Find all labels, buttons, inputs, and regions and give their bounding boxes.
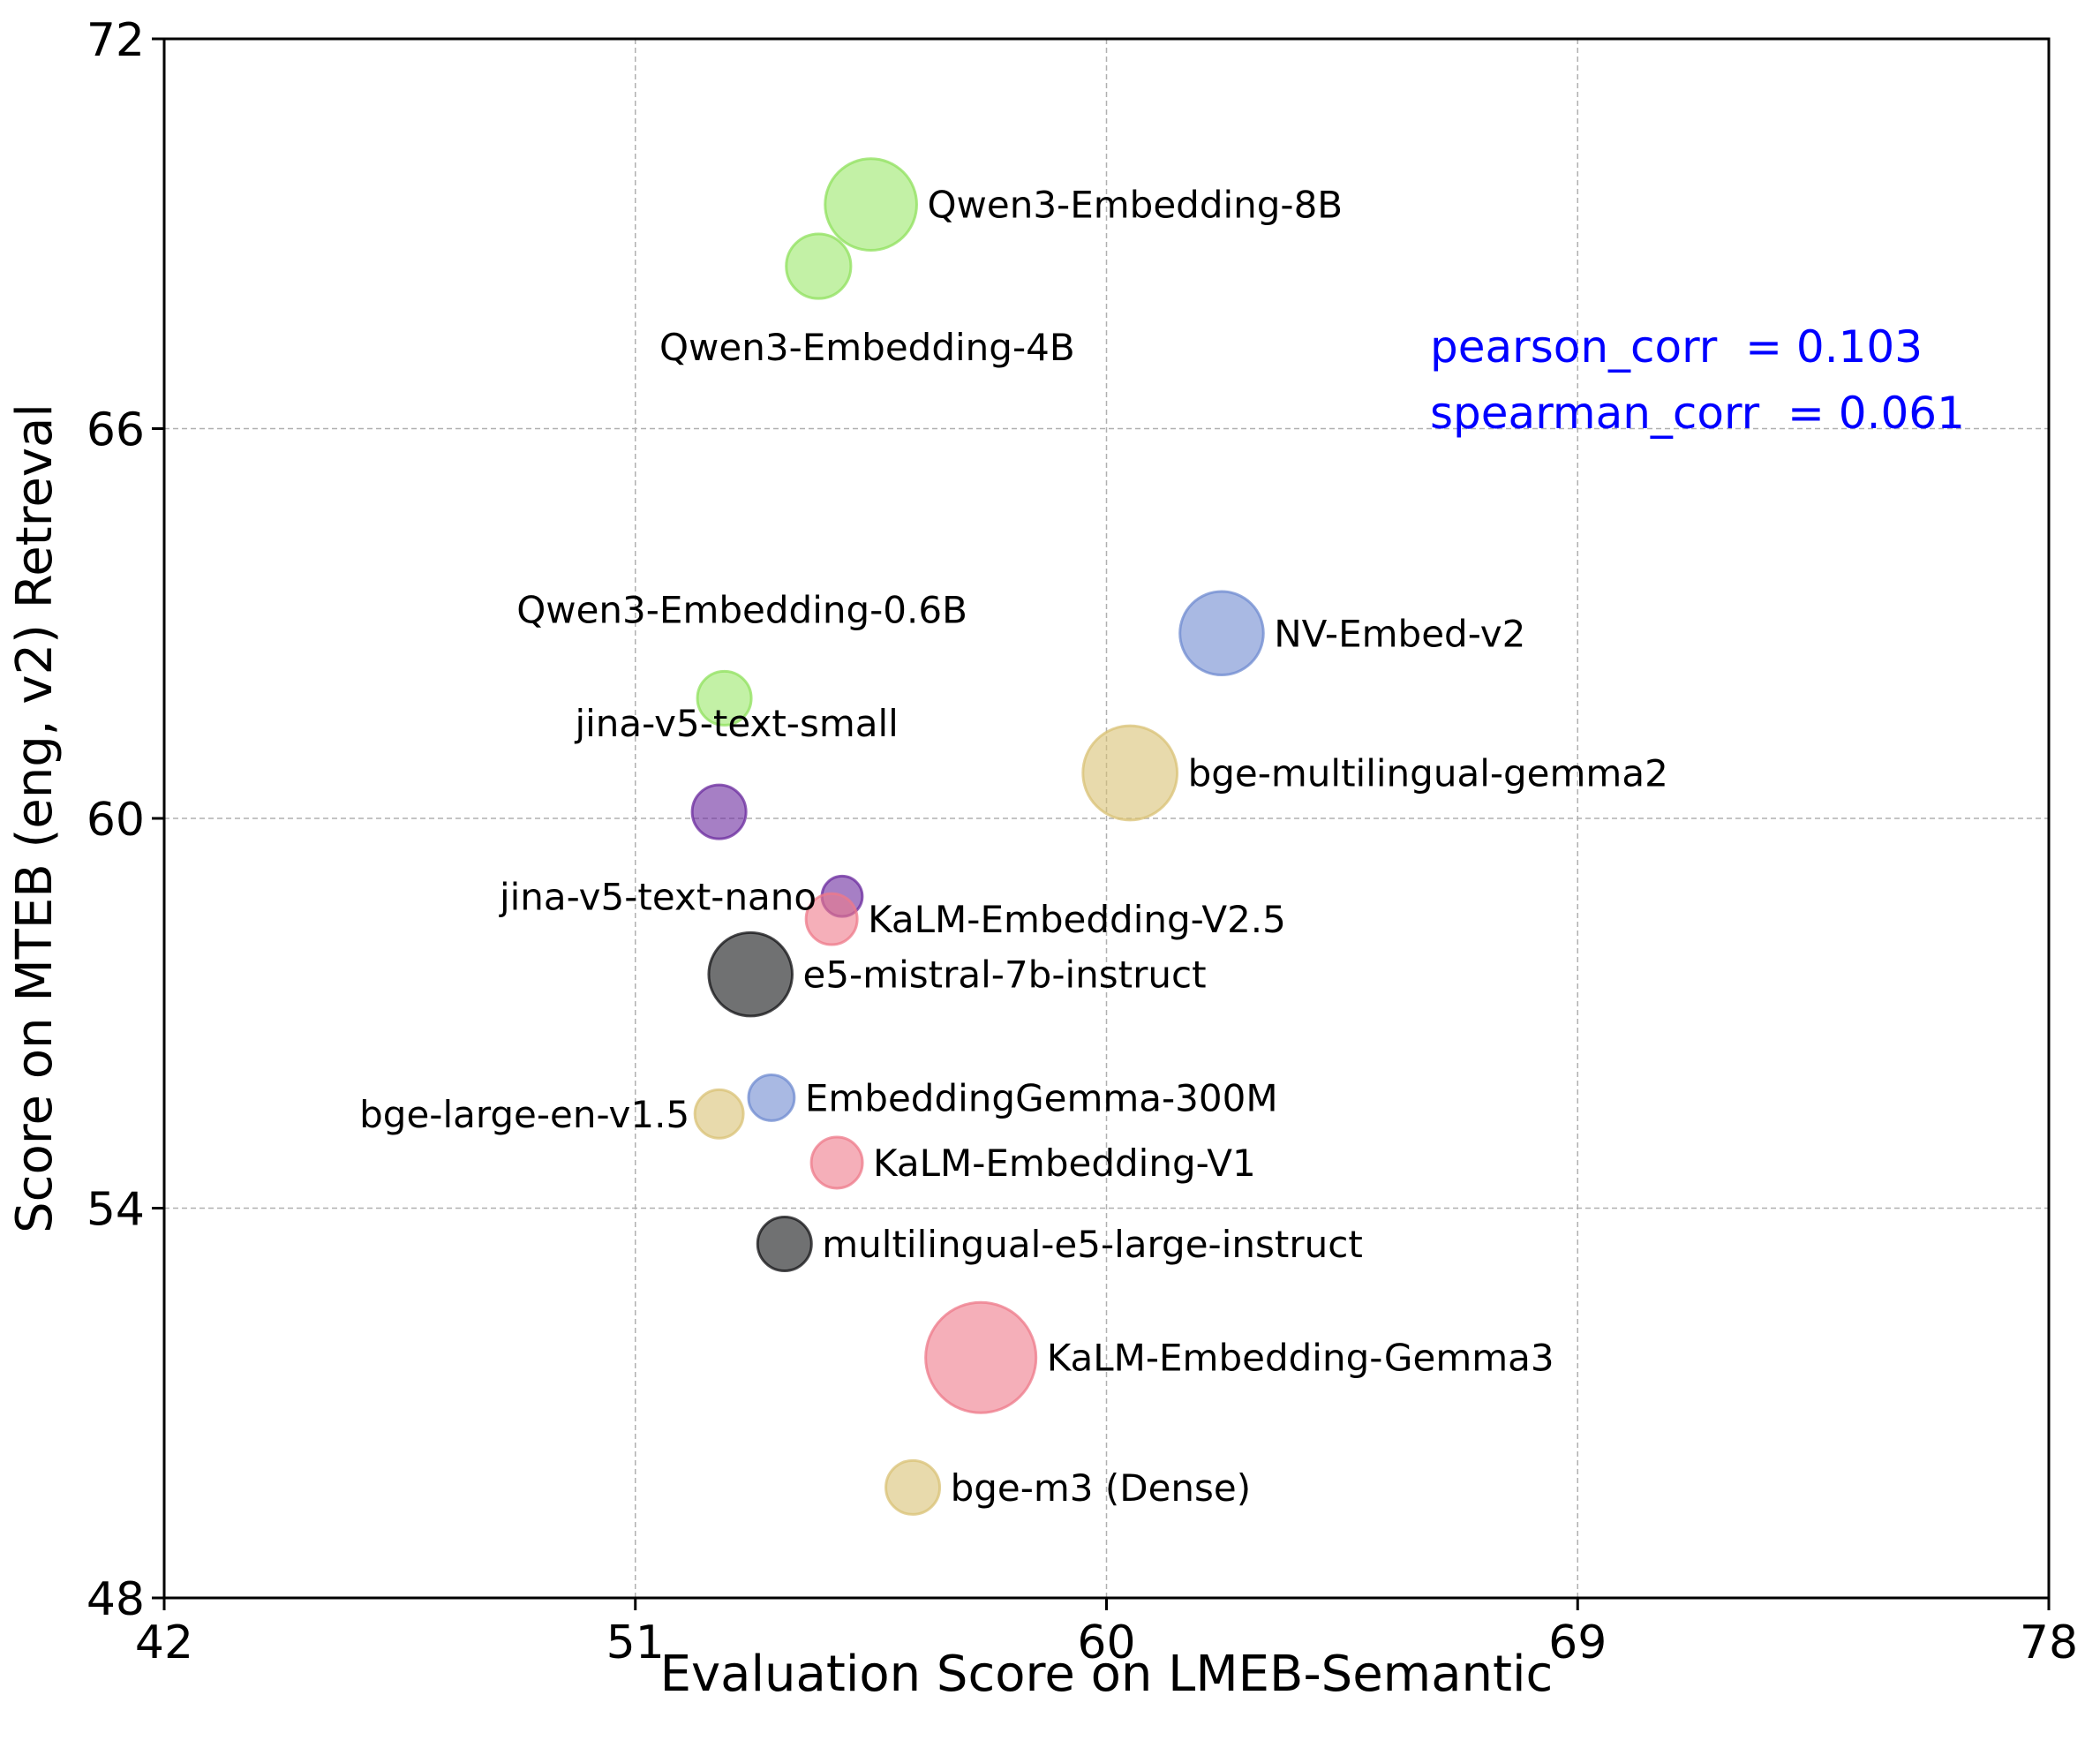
data-point (756, 1215, 813, 1272)
x-tick-label: 51 (606, 1616, 665, 1669)
data-label: Qwen3-Embedding-8B (927, 184, 1343, 227)
data-point (924, 1300, 1038, 1414)
data-point (747, 1073, 796, 1122)
data-point (690, 783, 748, 840)
data-point (707, 931, 794, 1018)
y-tick-label: 48 (87, 1573, 145, 1626)
data-point (1178, 590, 1265, 677)
data-label: EmbeddingGemma-300M (805, 1076, 1278, 1119)
data-label: Qwen3-Embedding-4B (659, 326, 1075, 369)
grid (164, 39, 2049, 1598)
data-point (824, 157, 918, 252)
data-label: Qwen3-Embedding-0.6B (516, 588, 967, 631)
y-tick-label: 66 (87, 404, 145, 457)
data-point (696, 669, 753, 727)
y-tick-label: 54 (87, 1184, 145, 1237)
data-point (809, 1135, 864, 1190)
data-labels: Qwen3-Embedding-8B Qwen3-Embedding-4B Qwen… (359, 184, 1668, 1510)
y-tick-label: 72 (87, 14, 145, 67)
data-label: KaLM-Embedding-V2.5 (868, 898, 1286, 941)
data-points (690, 157, 1265, 1516)
x-axis-title: Evaluation Score on LMEB-Semantic (660, 1646, 1554, 1703)
pearson-correlation-annotation: pearson_corr = 0.103 (1430, 321, 1923, 373)
data-label: KaLM-Embedding-V1 (873, 1141, 1256, 1185)
data-label: e5-mistral-7b-instruct (802, 953, 1206, 997)
data-point (693, 1088, 745, 1140)
data-label: bge-large-en-v1.5 (359, 1093, 689, 1136)
data-label: multilingual-e5-large-instruct (822, 1223, 1363, 1266)
data-point (1081, 724, 1179, 822)
data-point (804, 892, 859, 946)
axis-ticks: 42 51 60 69 78 48 54 60 66 72 (87, 14, 2078, 1669)
data-label: jina-v5-text-small (574, 702, 898, 745)
data-point (884, 1458, 942, 1516)
data-label: KaLM-Embedding-Gemma3 (1047, 1337, 1554, 1380)
x-tick-label: 69 (1548, 1616, 1607, 1669)
y-tick-label: 60 (87, 794, 145, 847)
y-axis-title: Score on MTEB (eng, v2) Retreval (6, 403, 64, 1233)
x-tick-label: 78 (2020, 1616, 2078, 1669)
data-label: jina-v5-text-nano (499, 875, 817, 918)
spearman-correlation-annotation: spearman_corr = 0.061 (1430, 388, 1965, 439)
data-label: NV-Embed-v2 (1274, 612, 1525, 655)
data-label: bge-multilingual-gemma2 (1188, 751, 1668, 795)
x-tick-label: 42 (135, 1616, 193, 1669)
x-tick-label: 60 (1077, 1616, 1135, 1669)
data-point (785, 232, 853, 300)
data-label: bge-m3 (Dense) (951, 1466, 1252, 1510)
